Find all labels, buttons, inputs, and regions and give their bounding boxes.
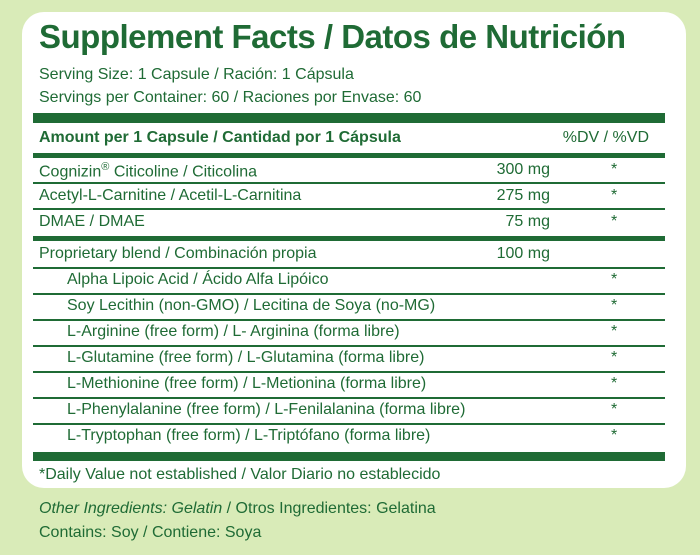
ingredient-amount: 75 mg <box>505 213 550 230</box>
row-divider <box>33 267 665 269</box>
serving-size: Serving Size: 1 Capsule / Ración: 1 Cáps… <box>39 66 354 83</box>
label-title: Supplement Facts / Datos de Nutrición <box>39 18 626 55</box>
ingredient-name: L-Methionine (free form) / L-Metionina (… <box>67 375 427 392</box>
allergen-statement: Contains: Soy / Contiene: Soya <box>39 524 262 541</box>
row-divider <box>33 397 665 399</box>
table-row: Soy Lecithin (non-GMO) / Lecitina de Soy… <box>39 294 663 319</box>
table-row: L-Methionine (free form) / L-Metionina (… <box>39 372 663 397</box>
table-header: Amount per 1 Capsule / Cantidad por 1 Cá… <box>39 126 663 151</box>
row-divider <box>33 293 665 295</box>
table-row: Cognizin® Citicoline / Citicolina 300 mg… <box>39 158 663 183</box>
table-row: L-Arginine (free form) / L- Arginina (fo… <box>39 320 663 345</box>
thick-rule-bottom <box>33 452 665 461</box>
ingredient-name: L-Arginine (free form) / L- Arginina (fo… <box>67 323 400 340</box>
registered-mark: ® <box>101 161 110 173</box>
ingredient-dv: * <box>611 161 618 178</box>
table-row: Proprietary blend / Combinación propia 1… <box>39 242 663 267</box>
row-divider <box>33 423 665 425</box>
ingredient-dv: * <box>611 401 618 418</box>
other-ingredients-rest: / Otros Ingredientes: Gelatina <box>222 500 436 517</box>
medium-rule <box>33 153 665 158</box>
label-panel <box>22 12 686 488</box>
footnote: *Daily Value not established / Valor Dia… <box>39 466 441 483</box>
table-row: DMAE / DMAE 75 mg * <box>39 210 663 235</box>
ingredient-dv: * <box>611 349 618 366</box>
ingredient-dv: * <box>611 323 618 340</box>
table-row: Acetyl-L-Carnitine / Acetil-L-Carnitina … <box>39 184 663 209</box>
ingredient-dv: * <box>611 187 618 204</box>
table-row: L-Glutamine (free form) / L-Glutamina (f… <box>39 346 663 371</box>
row-divider <box>33 371 665 373</box>
row-divider <box>33 345 665 347</box>
ingredient-dv: * <box>611 427 618 444</box>
ingredient-name: L-Glutamine (free form) / L-Glutamina (f… <box>67 349 425 366</box>
ingredient-name: L-Tryptophan (free form) / L-Triptófano … <box>67 427 431 444</box>
ingredient-amount: 275 mg <box>496 187 550 204</box>
ingredient-name: DMAE / DMAE <box>39 213 145 230</box>
ingredient-amount: 300 mg <box>496 161 550 178</box>
ingredient-amount: 100 mg <box>496 245 550 262</box>
ingredient-dv: * <box>611 297 618 314</box>
ingredient-name-rest: Citicoline / Citicolina <box>109 163 257 181</box>
ingredient-dv: * <box>611 271 618 288</box>
section-divider <box>33 236 665 241</box>
ingredient-name: Alpha Lipoic Acid / Ácido Alfa Lipóico <box>67 271 329 288</box>
table-row: L-Tryptophan (free form) / L-Triptófano … <box>39 424 663 449</box>
ingredient-name: Cognizin <box>39 163 102 181</box>
amount-header: Amount per 1 Capsule / Cantidad por 1 Cá… <box>39 129 401 146</box>
row-divider <box>33 319 665 321</box>
ingredient-name: Proprietary blend / Combinación propia <box>39 245 317 262</box>
table-row: L-Phenylalanine (free form) / L-Fenilala… <box>39 398 663 423</box>
dv-header: %DV / %VD <box>562 129 649 146</box>
row-divider <box>33 182 665 184</box>
other-ingredients-label: Other Ingredients: Gelatin <box>39 500 223 517</box>
ingredient-name: L-Phenylalanine (free form) / L-Fenilala… <box>67 401 466 418</box>
servings-per-container: Servings per Container: 60 / Raciones po… <box>39 89 422 106</box>
ingredient-dv: * <box>611 375 618 392</box>
ingredient-name: Soy Lecithin (non-GMO) / Lecitina de Soy… <box>67 297 436 314</box>
ingredient-dv: * <box>611 213 618 230</box>
table-row: Alpha Lipoic Acid / Ácido Alfa Lipóico * <box>39 268 663 293</box>
other-ingredients: Other Ingredients: Gelatin / Otros Ingre… <box>39 500 436 518</box>
row-divider <box>33 208 665 210</box>
ingredient-name: Acetyl-L-Carnitine / Acetil-L-Carnitina <box>39 187 302 204</box>
thick-rule <box>33 113 665 123</box>
